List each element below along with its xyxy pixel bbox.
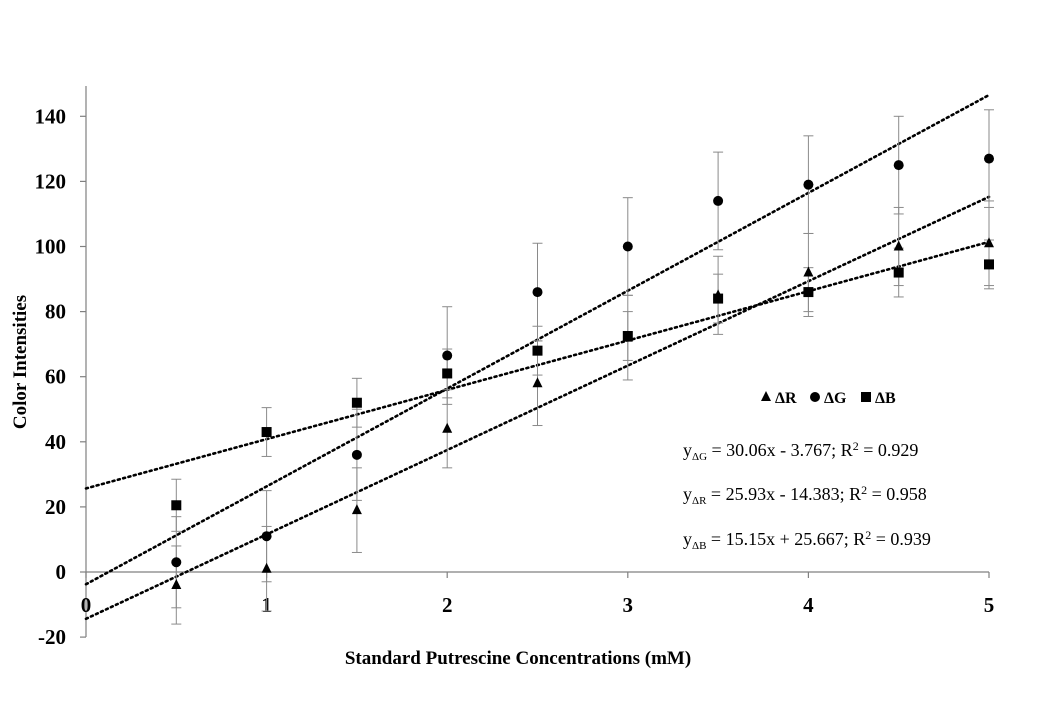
legend-marker-circle (810, 392, 820, 402)
y-tick-label: 120 (35, 169, 67, 193)
triangle-point (442, 423, 452, 433)
legend-label: ΔR (775, 390, 797, 407)
legend-marker-triangle (761, 391, 771, 401)
y-tick-label: 80 (45, 300, 66, 324)
square-point (442, 368, 452, 378)
circle-point (984, 154, 994, 164)
square-point (533, 346, 543, 356)
circle-point (894, 160, 904, 170)
circle-point (533, 287, 543, 297)
y-tick-label: 140 (35, 104, 67, 128)
legend: ΔR ΔG ΔB (761, 390, 896, 407)
x-tick-label: 2 (442, 593, 453, 617)
equation-text: yΔG = 30.06x - 3.767; R2 = 0.929 (683, 439, 918, 463)
legend-label: ΔB (875, 390, 896, 407)
x-tick-label: 3 (623, 593, 634, 617)
x-tick-label: 5 (984, 593, 995, 617)
legend-label: ΔG (824, 390, 847, 407)
circle-point (623, 242, 633, 252)
markers-group (171, 154, 994, 589)
circle-point (803, 180, 813, 190)
circle-point (442, 351, 452, 361)
square-point (352, 398, 362, 408)
square-point (713, 294, 723, 304)
circle-point (171, 557, 181, 567)
equation-text: yΔR = 25.93x - 14.383; R2 = 0.958 (683, 483, 927, 507)
triangle-point (262, 563, 272, 573)
y-tick-label: -20 (38, 625, 66, 649)
square-point (894, 268, 904, 278)
x-tick-label: 0 (81, 593, 92, 617)
triangle-point (171, 579, 181, 589)
y-axis-title: Color Intensities (10, 295, 31, 429)
square-point (984, 259, 994, 269)
y-tick-label: 40 (45, 430, 66, 454)
circle-point (352, 450, 362, 460)
y-tick-label: 100 (35, 235, 67, 259)
y-tick-label: 60 (45, 365, 66, 389)
equation-annotations: yΔG = 30.06x - 3.767; R2 = 0.929 yΔR = 25… (683, 439, 931, 552)
circle-point (262, 531, 272, 541)
x-axis-title: Standard Putrescine Concentrations (mM) (345, 648, 691, 669)
square-point (171, 500, 181, 510)
x-tick-label: 4 (803, 593, 814, 617)
triangle-point (533, 377, 543, 387)
square-point (262, 427, 272, 437)
square-point (803, 287, 813, 297)
square-point (623, 331, 633, 341)
legend-marker-square (861, 392, 871, 402)
y-tick-label: 20 (45, 495, 66, 519)
triangle-point (352, 504, 362, 514)
equation-text: yΔB = 15.15x + 25.667; R2 = 0.939 (683, 528, 931, 552)
chart: -200204060801001201400 1 2 3 4 5 Standard Put… (0, 0, 1039, 727)
y-tick-label: 0 (56, 560, 67, 584)
circle-point (713, 196, 723, 206)
